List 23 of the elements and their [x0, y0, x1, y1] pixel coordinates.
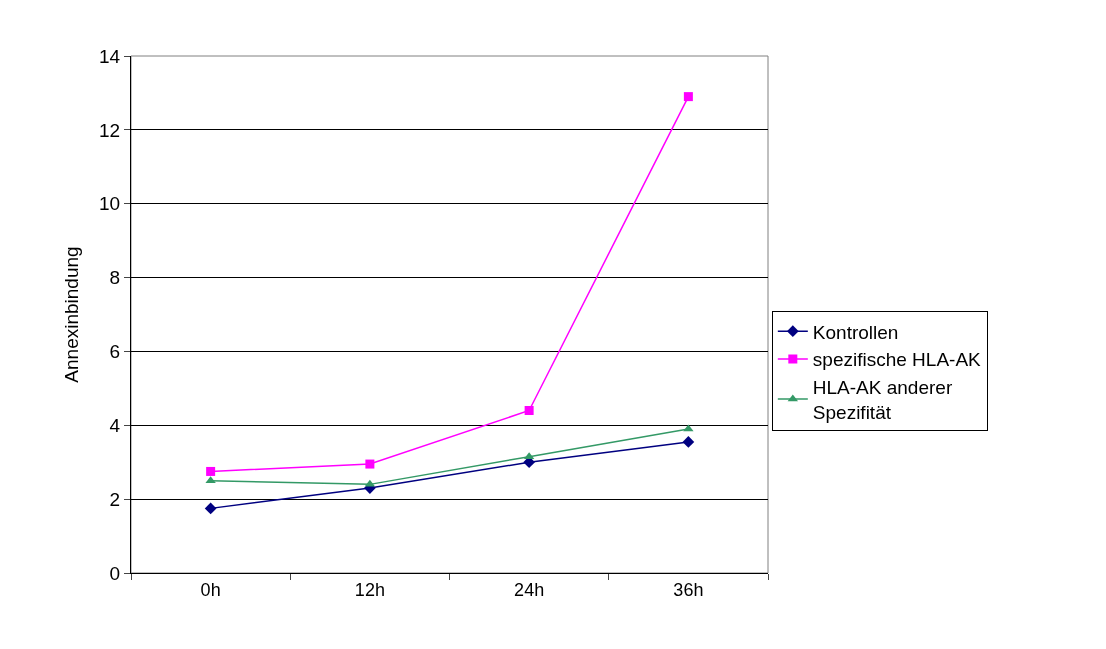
point: [524, 406, 534, 416]
legend-label: spezifische HLA-AK: [812, 349, 982, 371]
y-tick-label: 6: [109, 341, 121, 363]
point: [682, 436, 695, 448]
x-tick-label: 24h: [514, 579, 545, 600]
point: [683, 92, 693, 102]
y-tick-label: 10: [99, 193, 121, 215]
x-tick-label: 0h: [200, 579, 221, 600]
point: [204, 502, 217, 515]
x-tick-label: 36h: [673, 579, 704, 600]
point: [683, 424, 694, 432]
y-tick-label: 4: [109, 414, 121, 436]
point: [365, 459, 375, 469]
legend-label: Kontrollen: [812, 321, 899, 343]
x-tick-label: 12h: [354, 579, 385, 600]
legend-label: HLA-AK anderer Spezifität: [812, 377, 953, 423]
point: [206, 466, 216, 476]
y-tick-label: 8: [109, 267, 121, 289]
y-tick-label: 14: [99, 45, 121, 67]
y-tick-label: 2: [109, 488, 121, 510]
y-tick-label: 12: [99, 119, 121, 141]
y-axis-title: Annexinbindung: [60, 246, 82, 383]
y-tick-label: 0: [109, 562, 121, 584]
